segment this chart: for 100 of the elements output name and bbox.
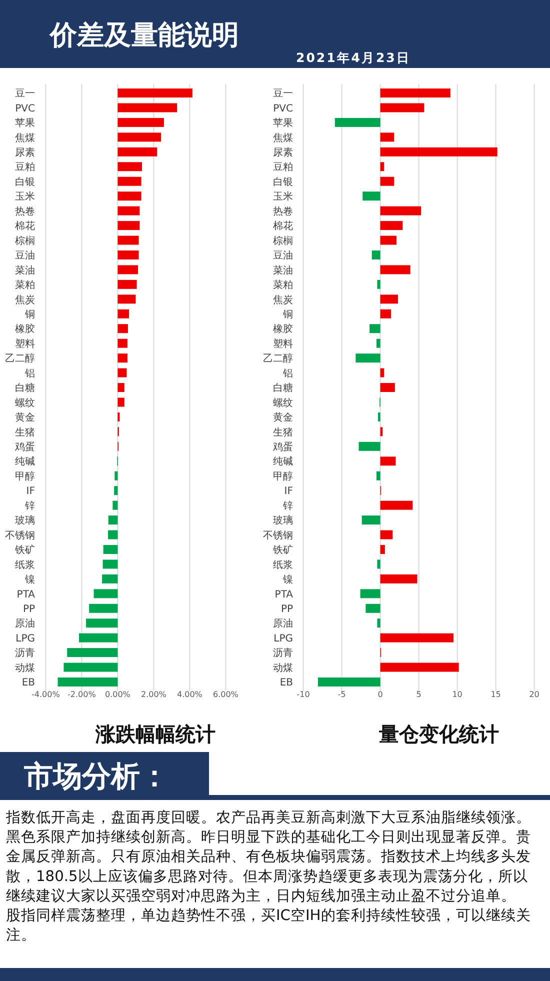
bar — [58, 678, 118, 686]
y-tick-label: 白银 — [273, 176, 293, 188]
bar — [362, 192, 380, 201]
y-tick-label: PTA — [274, 589, 294, 600]
y-tick-label: 镍 — [24, 574, 35, 586]
x-tick-label: -4.00% — [32, 690, 60, 699]
y-tick-label: 菜粕 — [273, 279, 293, 292]
y-tick-label: 白糖 — [273, 382, 293, 394]
y-tick-label: 动煤 — [273, 662, 293, 674]
x-tick-label: 0 — [378, 690, 383, 699]
bar — [376, 338, 380, 348]
y-tick-label: 不锈钢 — [263, 530, 293, 542]
y-tick-label: 纸浆 — [273, 558, 293, 571]
y-tick-label: 纯碱 — [15, 456, 35, 468]
bar — [118, 176, 142, 186]
bar — [108, 530, 118, 540]
y-tick-label: IF — [284, 486, 294, 498]
bar — [103, 544, 118, 554]
y-tick-label: 塑料 — [15, 338, 35, 350]
bar — [380, 236, 396, 245]
bar — [89, 604, 118, 613]
y-tick-label: 白糖 — [15, 382, 35, 394]
y-tick-label: 棉花 — [15, 220, 35, 232]
y-tick-label: 乙二醇 — [5, 352, 35, 365]
bar — [118, 368, 127, 378]
y-tick-label: 橡胶 — [273, 323, 293, 336]
y-tick-label: 锌 — [282, 500, 293, 512]
text: 价差及量能说明 — [49, 20, 239, 51]
bar — [380, 500, 413, 510]
text: 市场分析： — [23, 759, 169, 793]
y-tick-label: 尿素 — [15, 146, 35, 158]
bar — [108, 516, 118, 525]
y-tick-label: 铁矿 — [272, 544, 293, 556]
bar — [334, 118, 380, 127]
bar — [118, 162, 142, 172]
bar — [102, 574, 118, 584]
x-tick-label: 10 — [452, 690, 462, 699]
y-tick-label: 不锈钢 — [5, 530, 35, 542]
y-tick-label: 甲醇 — [273, 470, 293, 482]
y-tick-label: 豆一 — [15, 88, 35, 100]
y-tick-label: PP — [22, 604, 35, 615]
y-tick-label: 鸡蛋 — [272, 441, 293, 453]
y-tick-label: 豆一 — [273, 88, 293, 100]
bar — [94, 589, 118, 598]
y-tick-label: 生猪 — [15, 426, 35, 438]
bar — [380, 221, 403, 230]
y-tick-label: 纯碱 — [273, 456, 293, 468]
y-tick-label: 玻璃 — [15, 514, 35, 527]
x-tick-label: 4.00% — [176, 690, 203, 699]
x-tick-label: 0.00% — [104, 690, 131, 699]
bar — [377, 560, 380, 569]
bar — [118, 118, 164, 127]
text: 量仓变化统计 — [378, 722, 499, 746]
y-tick-label: PTA — [16, 589, 36, 600]
bar — [86, 618, 118, 628]
bar — [380, 162, 384, 172]
bar — [118, 383, 124, 392]
text: 股指同样震荡整理，单边趋势性不强，买IC空IH的套利持续性较强，可以继续关注。 — [6, 907, 531, 944]
x-tick-label: 5 — [416, 690, 422, 699]
y-tick-label: 甲醇 — [15, 470, 35, 482]
y-tick-label: 苹果 — [15, 117, 35, 130]
y-tick-label: 菜油 — [15, 264, 35, 276]
bar — [318, 678, 380, 686]
y-tick-label: PVC — [273, 103, 294, 114]
bar — [377, 280, 380, 289]
y-tick-label: 豆粕 — [273, 162, 293, 174]
bar — [118, 280, 137, 289]
y-tick-label: LPG — [274, 633, 293, 644]
y-tick-label: 豆粕 — [15, 162, 35, 174]
bar — [380, 206, 422, 216]
bar — [366, 604, 380, 613]
bar — [118, 309, 130, 318]
y-tick-label: 塑料 — [273, 338, 293, 350]
bar — [114, 471, 118, 480]
y-tick-label: 棕榈 — [273, 234, 293, 247]
bar — [118, 192, 142, 201]
y-tick-label: 黄金 — [15, 412, 35, 424]
x-tick-label: -5 — [338, 690, 346, 699]
text: 指数低开高走，盘面再度回暖。农产品再美豆新高刺激下大豆系油脂继续领涨。黑色系限产加持继续创新高。昨日明显下跌的基础化工今日则出现显著反弹。贵金属反弹新高。只有原油相关品种、有色板块偏弱震荡。指数技术上均线多头发散，180.5以上应该偏多思路对待。但本周涨势趋缓更多表现为震荡分化，所以继续建议大家以买强空弱对冲思路为主，日内短线加强主动止盈不过分追单。 — [5, 809, 531, 904]
x-tick-label: 2.00% — [140, 690, 167, 699]
y-tick-label: 焦煤 — [15, 132, 35, 144]
bar — [380, 176, 394, 186]
bar — [118, 103, 178, 112]
y-tick-label: 焦煤 — [273, 132, 293, 144]
bar — [67, 648, 118, 658]
y-tick-label: 焦炭 — [273, 294, 293, 306]
y-tick-label: 动煤 — [15, 662, 35, 674]
y-tick-label: 沥青 — [15, 647, 35, 660]
y-tick-label: 螺纹 — [15, 396, 35, 409]
bar — [118, 398, 124, 407]
bar — [79, 633, 118, 642]
y-tick-label: 尿素 — [273, 146, 293, 158]
bar — [118, 88, 192, 98]
bar — [380, 662, 459, 672]
bar — [112, 500, 118, 510]
y-tick-label: 螺纹 — [273, 396, 293, 409]
bar — [380, 383, 395, 392]
y-tick-label: 铝 — [24, 368, 35, 380]
x-tick-label: -10 — [296, 690, 310, 699]
bar — [380, 574, 418, 584]
